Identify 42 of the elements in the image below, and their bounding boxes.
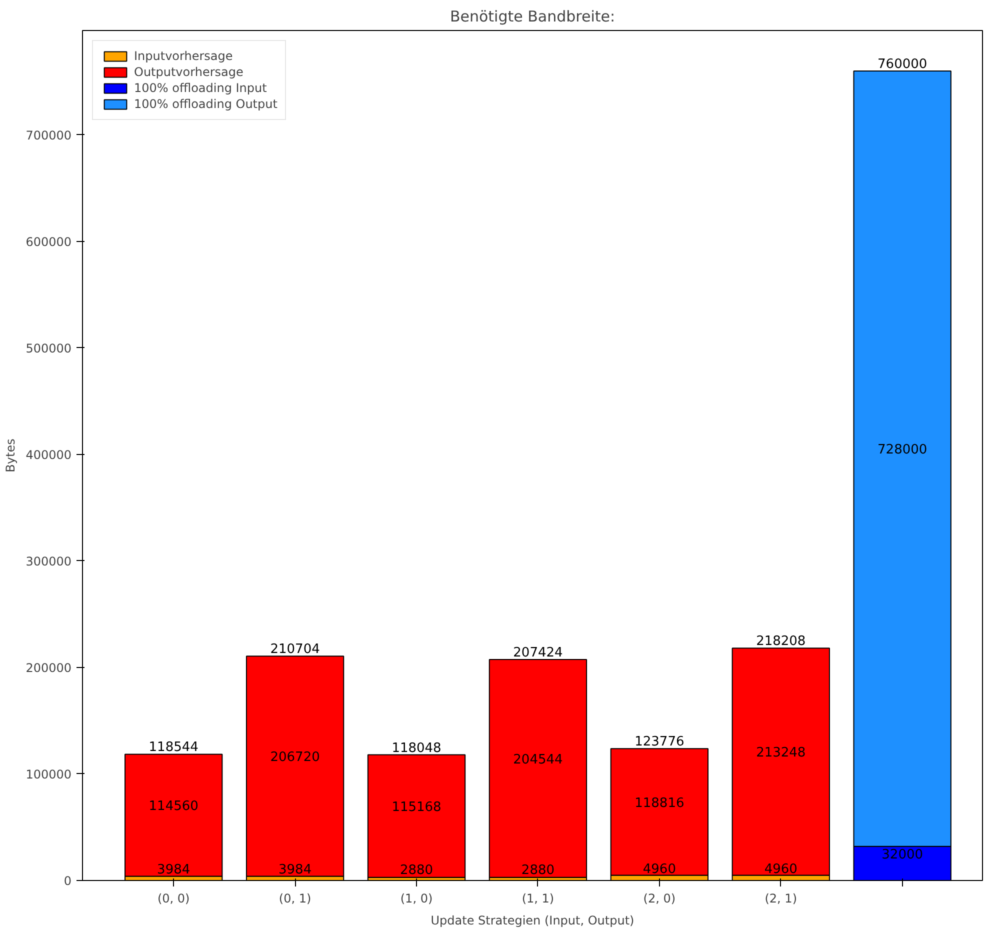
y-tick-label: 0 [64,874,72,888]
y-tick-label: 500000 [26,341,72,356]
data-label: 3984 [278,862,312,878]
y-tick-label: 200000 [26,660,72,675]
y-tick-label: 300000 [26,554,72,568]
data-label: 118816 [634,796,684,811]
total-label: 218208 [756,634,806,650]
total-label: 123776 [634,734,684,750]
x-tick-label: (1, 1) [522,892,554,906]
data-label: 32000 [882,847,924,862]
data-label: 4960 [764,862,798,877]
total-label: 118544 [148,740,198,756]
legend-label: Inputvorhersage [134,49,233,63]
data-label: 204544 [513,752,563,768]
chart-title: Benötigte Bandbreite: [450,8,616,26]
x-tick-label: (1, 0) [400,892,433,906]
y-tick-label: 100000 [26,767,72,782]
y-tick-label: 700000 [26,128,72,142]
data-label: 114560 [148,799,198,814]
y-tick-label: 400000 [26,448,72,462]
legend-label: Outputvorhersage [134,65,244,79]
data-label: 115168 [392,800,442,816]
x-tick-label: (2, 1) [764,892,798,906]
data-label: 2880 [521,862,555,878]
y-axis-title: Bytes [4,438,18,472]
y-tick-label: 600000 [26,234,72,249]
x-tick-label: (0, 0) [157,892,190,906]
legend-label: 100% offloading Input [134,81,267,95]
data-label: 4960 [642,862,676,877]
data-label: 206720 [270,750,320,766]
data-label: 728000 [878,442,928,458]
x-axis-title: Update Strategien (Input, Output) [430,914,634,928]
x-tick-label: (0, 1) [278,892,312,906]
data-label: 3984 [157,862,190,878]
data-label: 213248 [756,746,806,761]
total-label: 760000 [878,56,928,72]
total-label: 118048 [392,740,442,756]
x-tick-label: (2, 0) [643,892,676,906]
total-label: 210704 [270,642,320,658]
data-label: 2880 [400,862,434,878]
total-label: 207424 [513,646,563,661]
legend-label: 100% offloading Output [134,97,278,111]
